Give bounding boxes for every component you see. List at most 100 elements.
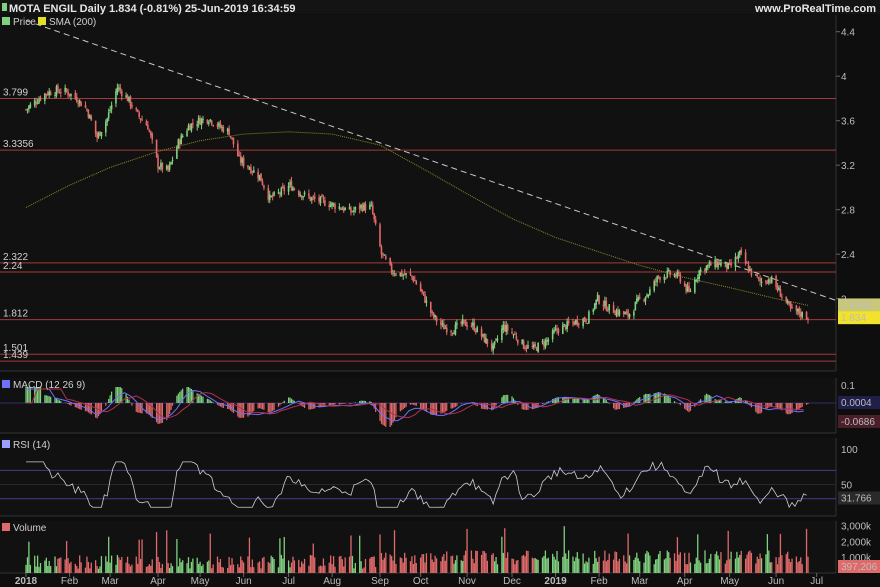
candle-body bbox=[788, 302, 790, 304]
last-price-tag bbox=[838, 311, 880, 325]
candle-body bbox=[556, 328, 558, 331]
candle-body bbox=[657, 276, 660, 278]
candle-body bbox=[353, 210, 355, 213]
candle-body bbox=[625, 311, 628, 313]
sma-value-tag bbox=[838, 298, 880, 312]
candle-body bbox=[279, 193, 281, 195]
candle-body bbox=[562, 325, 564, 334]
candle-body bbox=[472, 322, 474, 326]
candle-body bbox=[328, 204, 331, 208]
candle-body bbox=[268, 194, 271, 201]
candle-body bbox=[725, 263, 728, 269]
candle-body bbox=[186, 130, 188, 137]
candle-body bbox=[55, 86, 58, 96]
candle-body bbox=[332, 203, 335, 205]
candle-body bbox=[178, 139, 181, 145]
candle-body bbox=[90, 116, 93, 121]
candle-body bbox=[361, 205, 364, 211]
candle-body bbox=[402, 274, 405, 276]
candle-body bbox=[35, 101, 37, 104]
candle-body bbox=[128, 96, 130, 102]
candle-body bbox=[392, 273, 394, 275]
candle-body bbox=[126, 95, 129, 102]
macd-legend-swatch bbox=[2, 380, 10, 388]
x-tick-label: Jul bbox=[282, 576, 295, 587]
candle-body bbox=[210, 120, 213, 125]
x-tick-label: May bbox=[720, 576, 739, 587]
x-tick-label: May bbox=[191, 576, 210, 587]
candle-body bbox=[636, 298, 638, 303]
candle-body bbox=[537, 342, 539, 353]
candle-body bbox=[727, 262, 730, 270]
rsi-line bbox=[26, 461, 807, 509]
volume-tick-label: 3,000k bbox=[841, 522, 872, 533]
candle-body bbox=[232, 137, 235, 145]
candle-body bbox=[303, 192, 306, 195]
candle-body bbox=[807, 318, 809, 320]
candle-body bbox=[451, 333, 454, 335]
candle-body bbox=[270, 195, 272, 197]
candle-body bbox=[720, 262, 722, 266]
candle-body bbox=[429, 302, 432, 313]
candle-body bbox=[506, 324, 509, 331]
candle-body bbox=[409, 272, 412, 275]
candle-body bbox=[667, 269, 670, 271]
candle-body bbox=[292, 187, 294, 191]
candle-body bbox=[618, 310, 621, 316]
candle-body bbox=[512, 334, 515, 336]
x-tick-label: Dec bbox=[503, 576, 521, 587]
candle-body bbox=[261, 181, 264, 186]
candle-body bbox=[197, 117, 200, 124]
candle-body bbox=[588, 311, 590, 324]
candle-body bbox=[115, 91, 117, 104]
candle-body bbox=[456, 322, 458, 325]
panel-bg-1 bbox=[0, 378, 836, 433]
candle-body bbox=[474, 330, 477, 333]
candle-body bbox=[87, 110, 90, 118]
level-label: 3.799 bbox=[3, 88, 28, 99]
candle-body bbox=[698, 270, 700, 279]
candle-body bbox=[493, 341, 496, 345]
sma-value-label: 1.9394 bbox=[841, 300, 872, 311]
candle-body bbox=[308, 193, 310, 197]
candle-body bbox=[596, 294, 599, 301]
candle-body bbox=[696, 277, 699, 279]
candle-body bbox=[258, 174, 261, 180]
candle-body bbox=[238, 155, 241, 157]
candle-body bbox=[44, 93, 46, 101]
candle-body bbox=[350, 208, 352, 213]
candle-body bbox=[129, 96, 132, 107]
candle-body bbox=[572, 321, 574, 323]
candle-body bbox=[257, 171, 259, 179]
candle-body bbox=[750, 268, 753, 276]
candle-body bbox=[461, 318, 464, 325]
candle-body bbox=[106, 118, 109, 122]
candle-body bbox=[118, 87, 120, 89]
site-label: www.ProRealTime.com bbox=[754, 3, 876, 15]
volume-value-label: 397,206 bbox=[841, 562, 878, 573]
volume-tick-label: 1,000k bbox=[841, 553, 872, 564]
candle-body bbox=[747, 264, 750, 272]
candle-body bbox=[424, 294, 426, 303]
candle-body bbox=[759, 278, 761, 282]
candle-body bbox=[781, 296, 783, 298]
macd-signal-line bbox=[26, 388, 804, 419]
level-label: 1.812 bbox=[3, 309, 28, 320]
candle-body bbox=[160, 163, 162, 168]
candle-body bbox=[100, 132, 103, 137]
price-legend-swatch bbox=[2, 17, 10, 25]
candle-body bbox=[75, 96, 78, 102]
candle-body bbox=[96, 132, 98, 138]
candle-body bbox=[602, 304, 605, 307]
candle-body bbox=[785, 296, 788, 303]
candle-body bbox=[379, 224, 381, 247]
price-candles bbox=[25, 83, 809, 355]
candle-body bbox=[231, 137, 233, 139]
candle-body bbox=[136, 109, 139, 112]
candle-body bbox=[624, 312, 626, 315]
candle-body bbox=[202, 118, 204, 121]
candle-body bbox=[319, 196, 322, 204]
panel-bg-0 bbox=[0, 15, 836, 371]
candle-body bbox=[300, 195, 303, 198]
